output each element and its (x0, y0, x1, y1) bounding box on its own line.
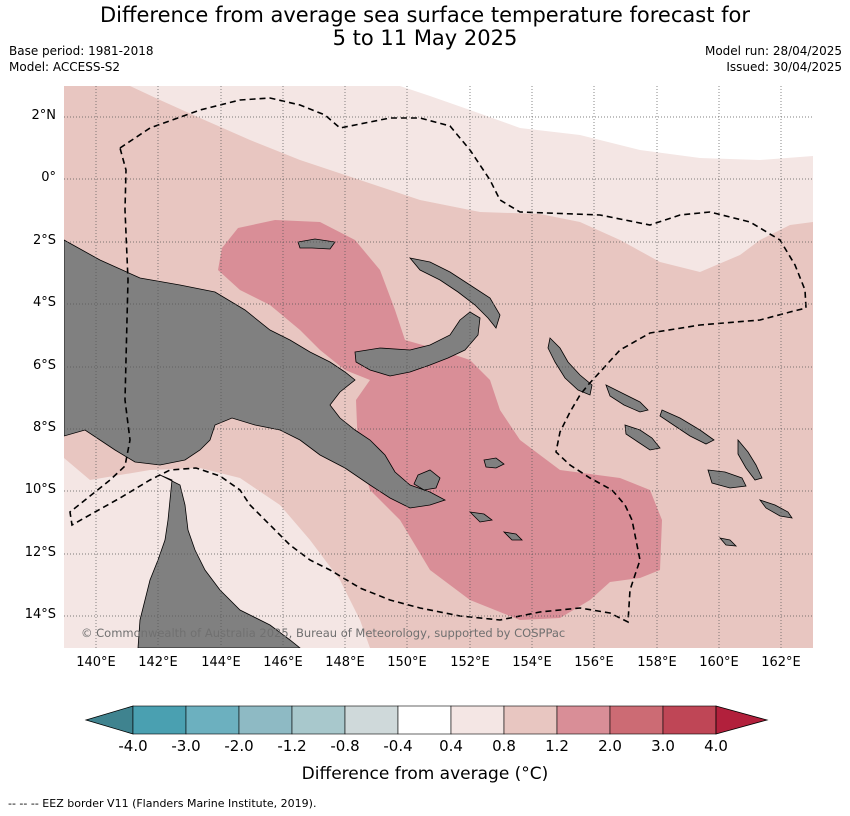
map-plot-area (64, 86, 813, 648)
lat-label-4s: 4°S (32, 295, 56, 310)
lon-label-146e: 146°E (263, 655, 303, 670)
bougainville-land (547, 337, 593, 396)
manus-island-land (297, 238, 336, 250)
colorbar-tick-label: 3.0 (651, 737, 675, 755)
colorbar-tick-label: 0.8 (492, 737, 516, 755)
lon-label-140e: 140°E (76, 655, 116, 670)
meta-left: Base period: 1981-2018 Model: ACCESS-S2 (9, 43, 154, 75)
lon-label-160e: 160°E (699, 655, 739, 670)
new-ireland-land (408, 257, 501, 329)
new-guinea-land (64, 239, 447, 509)
colorbar-tick-label: -4.0 (118, 737, 148, 755)
colorbar-segment (344, 705, 399, 735)
eez-border-line (69, 97, 807, 624)
guadalcanal-land (707, 469, 747, 489)
lon-label-156e: 156°E (574, 655, 614, 670)
colorbar-tick-label: -2.0 (224, 737, 254, 755)
louisiade-islands-land (468, 511, 493, 523)
lat-label-2n: 2°N (31, 108, 57, 123)
colorbar-segment (503, 705, 558, 735)
colorbar-title: Difference from average (°C) (301, 764, 549, 784)
lon-label-152e: 152°E (450, 655, 490, 670)
colorbar-segment (609, 705, 664, 735)
colorbar-segment (291, 705, 346, 735)
makira-land (758, 499, 793, 519)
lon-label-142e: 142°E (138, 655, 178, 670)
lat-label-12s: 12°S (24, 545, 56, 560)
new-britain-land (354, 311, 481, 377)
colorbar-segment (397, 705, 452, 735)
lat-label-6s: 6°S (32, 358, 56, 373)
issued-text: Issued: 30/04/2025 (726, 60, 842, 74)
model-run-text: Model run: 28/04/2025 (704, 44, 842, 58)
lon-label-144e: 144°E (201, 655, 241, 670)
lon-label-148e: 148°E (325, 655, 365, 670)
lon-label-158e: 158°E (637, 655, 677, 670)
colorbar-segment (132, 705, 187, 735)
colorbar-tick-label: 2.0 (598, 737, 622, 755)
colorbar-segment (662, 705, 717, 735)
colorbar-segment (238, 705, 293, 735)
map-title: Difference from average sea surface temp… (0, 4, 850, 50)
lon-label-150e: 150°E (387, 655, 427, 670)
colorbar (84, 705, 769, 735)
eez-legend-note: -- -- -- EEZ border V11 (Flanders Marine… (8, 797, 317, 810)
lat-label-2s: 2°S (32, 233, 56, 248)
white-north-region (400, 86, 813, 160)
small-island-land (718, 537, 738, 547)
colorbar-tick-label: -3.0 (171, 737, 201, 755)
colorbar-extend-low (84, 705, 134, 735)
lat-label-10s: 10°S (24, 482, 56, 497)
colorbar-tick-label: 1.2 (545, 737, 569, 755)
colorbar-tick-label: 0.4 (439, 737, 463, 755)
anomaly-1-2-2-0-region (218, 220, 662, 620)
copyright-credit: © Commonwealth of Australia 2025, Bureau… (81, 626, 566, 640)
rossel-island-land (502, 531, 523, 541)
malaita-land (737, 438, 763, 481)
colorbar-segment (450, 705, 505, 735)
base-period-text: Base period: 1981-2018 (9, 44, 154, 58)
model-text: Model: ACCESS-S2 (9, 60, 121, 74)
anomaly-0-4-0-8-south-region (64, 458, 370, 648)
colorbar-segment (185, 705, 240, 735)
graticule (64, 86, 813, 648)
title-line-2: 5 to 11 May 2025 (332, 26, 518, 50)
lon-label-154e: 154°E (512, 655, 552, 670)
woodlark-island-land (483, 457, 505, 469)
lon-label-162e: 162°E (761, 655, 801, 670)
lat-label-0: 0° (41, 170, 56, 185)
colorbar-tick-label: 4.0 (704, 737, 728, 755)
santa-isabel-land (659, 409, 715, 445)
lat-label-8s: 8°S (32, 420, 56, 435)
colorbar-extend-high (715, 705, 769, 735)
meta-right: Model run: 28/04/2025 Issued: 30/04/2025 (705, 43, 842, 75)
cape-york-land (137, 474, 301, 648)
dentrecasteaux-islands-land (413, 469, 441, 491)
colorbar-tick-label: -0.8 (330, 737, 360, 755)
title-line-1: Difference from average sea surface temp… (100, 3, 750, 27)
colorbar-tick-label: -1.2 (277, 737, 307, 755)
new-georgia-land (624, 424, 661, 451)
choiseul-land (605, 384, 649, 413)
colorbar-segment (556, 705, 611, 735)
colorbar-tick-label: -0.4 (383, 737, 413, 755)
lat-label-14s: 14°S (24, 607, 56, 622)
